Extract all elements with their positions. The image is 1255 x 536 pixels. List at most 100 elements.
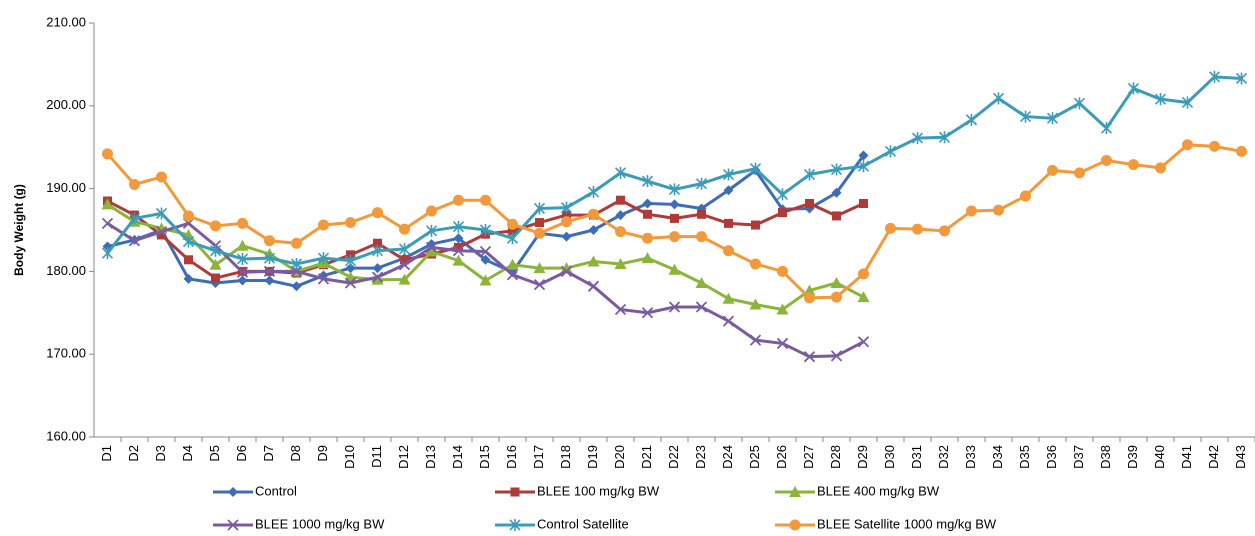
marker-square bbox=[778, 208, 787, 218]
legend-item: BLEE 1000 mg/kg BW bbox=[213, 516, 385, 531]
x-tick-label: D39 bbox=[1125, 445, 1140, 469]
x-tick-label: D18 bbox=[558, 445, 573, 469]
x-tick-label: D35 bbox=[1017, 445, 1032, 469]
x-tick-label: D42 bbox=[1206, 445, 1221, 469]
marker-asterisk bbox=[533, 202, 546, 215]
x-tick-label: D7 bbox=[261, 445, 276, 462]
x-tick-label: D23 bbox=[693, 445, 708, 469]
marker-square bbox=[670, 213, 679, 223]
series bbox=[101, 217, 870, 363]
marker-asterisk bbox=[641, 175, 654, 188]
marker-asterisk bbox=[1235, 72, 1248, 85]
marker-diamond bbox=[615, 210, 626, 221]
marker-x bbox=[722, 315, 735, 327]
x-tick-label: D9 bbox=[315, 445, 330, 462]
marker-asterisk bbox=[830, 163, 843, 176]
marker-diamond bbox=[264, 275, 275, 286]
marker-x bbox=[533, 279, 546, 291]
marker-circle bbox=[156, 171, 167, 183]
marker-circle bbox=[1074, 167, 1085, 179]
marker-circle bbox=[696, 231, 707, 243]
x-tick-label: D37 bbox=[1071, 445, 1086, 469]
marker-x bbox=[371, 271, 384, 283]
marker-x bbox=[587, 280, 600, 292]
x-tick-label: D43 bbox=[1233, 445, 1248, 469]
marker-x bbox=[560, 265, 573, 278]
marker-triangle bbox=[560, 262, 573, 274]
marker-asterisk bbox=[938, 131, 951, 144]
marker-square bbox=[751, 220, 760, 230]
marker-asterisk bbox=[587, 185, 600, 198]
marker-asterisk bbox=[1046, 112, 1059, 125]
marker-triangle bbox=[371, 273, 384, 285]
marker-diamond bbox=[345, 263, 356, 274]
x-tick-label: D17 bbox=[531, 445, 546, 469]
marker-triangle bbox=[425, 245, 438, 257]
marker-triangle bbox=[398, 273, 411, 285]
marker-asterisk bbox=[884, 145, 897, 158]
marker-asterisk bbox=[1100, 122, 1113, 135]
marker-circle bbox=[1155, 162, 1166, 174]
series bbox=[101, 198, 870, 315]
marker-square bbox=[510, 487, 520, 497]
marker-square bbox=[211, 273, 220, 283]
marker-x bbox=[263, 265, 276, 278]
x-tick-label: D21 bbox=[639, 445, 654, 469]
marker-triangle bbox=[641, 252, 654, 264]
marker-asterisk bbox=[1154, 93, 1167, 106]
x-tick-label: D12 bbox=[396, 445, 411, 469]
legend-item: BLEE Satellite 1000 mg/kg BW bbox=[775, 516, 997, 531]
y-tick-label: 190.00 bbox=[46, 180, 86, 195]
marker-asterisk bbox=[1181, 96, 1194, 109]
marker-x bbox=[128, 235, 141, 247]
marker-asterisk bbox=[101, 247, 114, 260]
legend-item: Control bbox=[213, 483, 297, 498]
marker-square bbox=[157, 230, 166, 240]
marker-circle bbox=[1236, 145, 1247, 157]
marker-diamond bbox=[561, 231, 572, 242]
x-tick-label: D3 bbox=[153, 445, 168, 462]
legend-label: BLEE 1000 mg/kg BW bbox=[255, 516, 385, 531]
marker-circle bbox=[1101, 154, 1112, 166]
legend-label: BLEE 400 mg/kg BW bbox=[817, 483, 940, 498]
marker-square bbox=[643, 209, 652, 219]
y-tick-label: 200.00 bbox=[46, 97, 86, 112]
series-line bbox=[106, 198, 865, 280]
marker-asterisk bbox=[1127, 82, 1140, 95]
x-tick-label: D4 bbox=[180, 445, 195, 462]
x-tick-label: D28 bbox=[828, 445, 843, 469]
marker-square bbox=[535, 218, 544, 228]
marker-asterisk bbox=[992, 92, 1005, 105]
x-tick-label: D19 bbox=[585, 445, 600, 469]
marker-x bbox=[776, 337, 789, 350]
marker-square bbox=[697, 209, 706, 219]
marker-x bbox=[641, 307, 654, 319]
legend-item: BLEE 100 mg/kg BW bbox=[495, 483, 660, 498]
x-tick-label: D20 bbox=[612, 445, 627, 469]
marker-circle bbox=[966, 205, 977, 217]
series-line bbox=[107, 154, 865, 288]
marker-x bbox=[344, 277, 357, 289]
marker-circle bbox=[561, 216, 572, 228]
marker-triangle bbox=[789, 486, 801, 497]
series bbox=[102, 139, 1247, 304]
x-tick-label: D8 bbox=[288, 445, 303, 462]
marker-circle bbox=[318, 219, 329, 231]
marker-asterisk bbox=[1019, 110, 1032, 123]
marker-circle bbox=[642, 232, 653, 244]
marker-triangle bbox=[533, 262, 546, 274]
marker-circle bbox=[345, 217, 356, 229]
marker-asterisk bbox=[452, 220, 465, 233]
marker-circle bbox=[291, 237, 302, 249]
marker-asterisk bbox=[236, 252, 249, 265]
marker-asterisk bbox=[371, 244, 384, 257]
marker-diamond bbox=[480, 254, 491, 265]
marker-circle bbox=[1209, 140, 1220, 152]
x-tick-label: D34 bbox=[990, 445, 1005, 469]
marker-asterisk bbox=[479, 224, 492, 236]
marker-asterisk bbox=[263, 252, 276, 265]
marker-asterisk bbox=[317, 252, 330, 265]
marker-asterisk bbox=[722, 168, 735, 181]
marker-diamond bbox=[642, 198, 653, 209]
x-tick-label: D32 bbox=[936, 445, 951, 469]
